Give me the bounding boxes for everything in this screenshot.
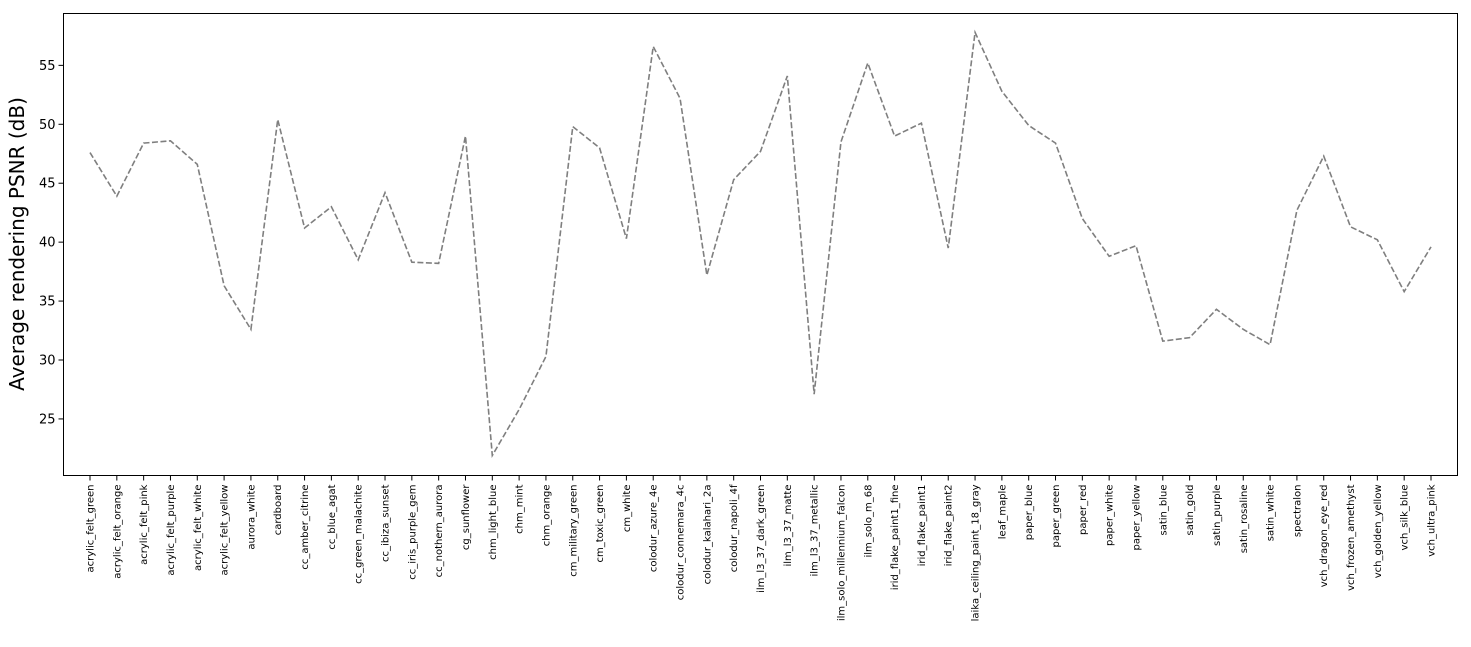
x-tick-label: satin_rosaline <box>1239 485 1250 554</box>
x-tick-label: vch_frozen_amethyst <box>1346 484 1357 590</box>
x-tick-label: satin_gold <box>1185 485 1196 536</box>
y-tick-label: 50 <box>39 118 56 133</box>
x-tick-label: ilm_l3_37_matte <box>783 485 794 567</box>
x-tick-label: cm_toxic_green <box>595 485 606 563</box>
x-tick-label: colodur_azure_4e <box>649 485 660 573</box>
x-tick-label: cm_military_green <box>568 485 579 577</box>
x-tick-label: acrylic_felt_green <box>86 485 97 573</box>
x-tick-label: spectralon <box>1292 485 1303 538</box>
x-tick-label: satin_purple <box>1212 485 1223 546</box>
x-tick-label: ilm_l3_37_metallic <box>810 485 821 577</box>
x-tick-label: colodur_connemara_4c <box>676 485 687 601</box>
y-axis-label: Average rendering PSNR (dB) <box>5 97 29 391</box>
x-tick-label: satin_white <box>1266 485 1277 542</box>
x-tick-label: vch_golden_yellow <box>1373 485 1384 579</box>
x-tick-label: chm_orange <box>541 485 552 547</box>
series-line <box>89 29 1432 459</box>
x-tick-label: vch_ultra_pink <box>1427 484 1438 556</box>
x-tick-label: colodur_kalahari_2a <box>702 485 713 585</box>
x-tick-label: satin_blue <box>1158 485 1169 536</box>
x-tick-label: paper_red <box>1078 485 1089 535</box>
x-tick-label: cg_sunflower <box>461 484 472 550</box>
x-tick-label: ilm_solo_millennium_falcon <box>836 485 847 622</box>
x-tick-label: acrylic_felt_pink <box>139 484 150 565</box>
x-tick-label: vch_silk_blue <box>1400 485 1411 551</box>
y-tick-label: 35 <box>39 295 56 310</box>
x-tick-label: ilm_solo_m_68 <box>863 485 874 558</box>
x-tick-label: paper_blue <box>1024 485 1035 541</box>
x-tick-label: ilm_l3_37_dark_green <box>756 485 767 593</box>
x-tick-label: leaf_maple <box>997 485 1008 540</box>
y-tick-label: 40 <box>39 236 56 251</box>
x-tick-label: cc_nothern_aurora <box>434 485 445 578</box>
x-tick-label: acrylic_felt_white <box>193 485 204 571</box>
y-axis: 25 30 35 40 45 50 55 <box>39 59 64 427</box>
y-tick-label: 45 <box>39 177 56 192</box>
x-tick-label: paper_white <box>1105 485 1116 546</box>
x-tick-label: cc_blue_agat <box>327 484 338 549</box>
x-tick-label: chm_mint <box>515 484 526 533</box>
x-tick-label: colodur_napoli_4f <box>729 484 740 572</box>
y-tick-label: 25 <box>39 412 56 427</box>
x-tick-label: paper_green <box>1051 485 1062 548</box>
x-tick-label: acrylic_felt_purple <box>166 485 177 576</box>
x-tick-label: cc_iris_purple_gem <box>407 485 418 580</box>
x-tick-label: cardboard <box>273 485 284 536</box>
x-tick-label: acrylic_felt_orange <box>112 485 123 579</box>
x-tick-label: irid_flake_paint2 <box>944 485 955 567</box>
x-tick-label: laika_ceiling_paint_18_gray <box>971 484 982 621</box>
x-tick-label: irid_flake_paint1_fine <box>890 485 901 591</box>
x-axis: acrylic_felt_green acrylic_felt_orange acr… <box>86 475 1438 622</box>
x-tick-label: cm_white <box>622 485 633 533</box>
y-tick-label: 30 <box>39 354 56 369</box>
x-tick-label: irid_flake_paint1 <box>917 485 928 567</box>
x-tick-label: vch_dragon_eye_red <box>1319 485 1330 588</box>
x-tick-label: cc_amber_citrine <box>300 485 311 570</box>
x-tick-label: cc_green_malachite <box>354 485 365 584</box>
x-tick-label: aurora_white <box>246 485 257 550</box>
x-tick-label: chm_light_blue <box>488 485 499 560</box>
x-tick-label: acrylic_felt_yellow <box>220 485 231 576</box>
x-tick-label: paper_yellow <box>1131 485 1142 551</box>
y-tick-label: 55 <box>39 59 56 74</box>
plot-area <box>63 13 1458 476</box>
x-tick-label: cc_ibiza_sunset <box>381 484 392 562</box>
